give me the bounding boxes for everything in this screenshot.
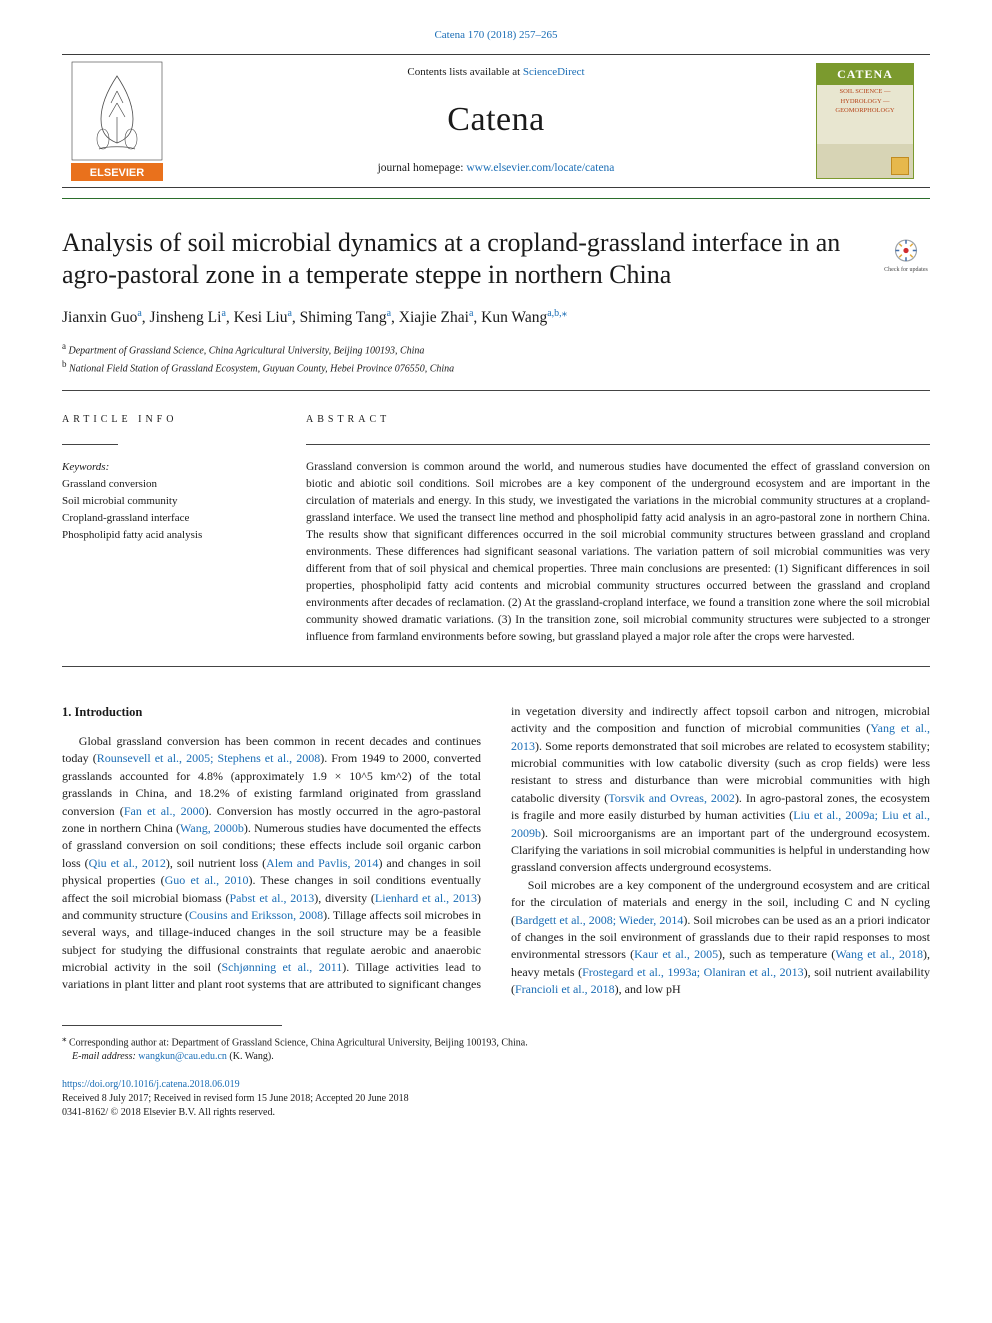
abstract-text: Grassland conversion is common around th… [306,459,930,646]
keyword: Cropland-grassland interface [62,510,272,527]
abstract-rule [306,444,930,445]
keyword: Grassland conversion [62,476,272,493]
received-dates: Received 8 July 2017; Received in revise… [62,1092,930,1106]
crossmark-icon [891,237,921,267]
author: Kesi Liua [234,309,292,326]
section-1-heading: 1. Introduction [62,703,481,721]
citation[interactable]: Rounsevell et al., 2005; Stephens et al.… [97,751,321,765]
correspondence-footnote: ⁎ Corresponding author at: Department of… [62,1032,930,1064]
info-rule [62,444,118,445]
journal-header: ELSEVIER Contents lists available at Sci… [62,54,930,188]
corresponding-email-link[interactable]: wangkun@cau.edu.cn [138,1051,227,1062]
svg-text:ELSEVIER: ELSEVIER [90,167,144,179]
article-title: Analysis of soil microbial dynamics at a… [62,227,866,292]
citation[interactable]: Wang et al., 2018 [835,947,923,961]
journal-cover-thumb: CATENA SOIL SCIENCE — HYDROLOGY — GEOMOR… [810,61,920,181]
abstract-heading: ABSTRACT [306,413,930,428]
doi-link[interactable]: https://doi.org/10.1016/j.catena.2018.06… [62,1079,240,1090]
contents-text: Contents lists available at [407,66,522,78]
citation[interactable]: Qiu et al., 2012 [89,856,166,870]
footnote-rule [62,1025,282,1026]
header-center: Contents lists available at ScienceDirec… [190,65,802,177]
citation[interactable]: Lienhard et al., 2013 [375,891,477,905]
citation[interactable]: Guo et al., 2010 [165,873,249,887]
keywords-block: Keywords: Grassland conversionSoil micro… [62,459,272,544]
contents-available-line: Contents lists available at ScienceDirec… [190,65,802,81]
author: Xiajie Zhaia [399,309,474,326]
sciencedirect-link[interactable]: ScienceDirect [523,66,585,78]
abstract-bottom-rule [62,666,930,667]
article-info-col: ARTICLE INFO Keywords: Grassland convers… [62,413,272,646]
citation-link[interactable]: Catena 170 (2018) 257–265 [434,29,557,41]
citation[interactable]: Francioli et al., 2018 [515,982,615,996]
cover-elsevier-icon [891,157,909,175]
citation[interactable]: Schjønning et al., 2011 [221,960,342,974]
info-abstract-grid: ARTICLE INFO Keywords: Grassland convers… [62,413,930,646]
author-bottom-rule [62,390,930,391]
header-bottom-rule [62,198,930,199]
citation[interactable]: Frostegard et al., 1993a; Olaniran et al… [582,965,804,979]
crossmark-badge[interactable]: Check for updates [882,231,930,279]
citation[interactable]: Torsvik and Ovreas, 2002 [608,791,735,805]
homepage-label: journal homepage: [378,162,467,174]
citation[interactable]: Alem and Pavlis, 2014 [266,856,378,870]
citation[interactable]: Bardgett et al., 2008; Wieder, 2014 [515,913,683,927]
article-info-heading: ARTICLE INFO [62,413,272,428]
citation[interactable]: Yang et al., 2013 [511,721,930,752]
keywords-label: Keywords: [62,459,272,476]
citation[interactable]: Cousins and Eriksson, 2008 [189,908,323,922]
doi-block: https://doi.org/10.1016/j.catena.2018.06… [62,1078,930,1120]
affiliation-b: b National Field Station of Grassland Ec… [62,358,930,376]
citation[interactable]: Liu et al., 2009a; Liu et al., 2009b [511,808,930,839]
intro-paragraph-2: Soil microbes are a key component of the… [511,877,930,999]
journal-name: Catena [190,95,802,144]
author: Shiming Tanga [300,309,391,326]
email-author-suffix: (K. Wang). [229,1051,273,1062]
citation[interactable]: Wang, 2000b [180,821,244,835]
email-label: E-mail address: [72,1051,136,1062]
citation[interactable]: Kaur et al., 2005 [634,947,718,961]
cover-title: CATENA [817,64,913,85]
citation[interactable]: Pabst et al., 2013 [230,891,315,905]
correspondence-text: Corresponding author at: Department of G… [69,1037,528,1048]
author: Kun Wanga,b,⁎ [481,309,567,326]
homepage-link[interactable]: www.elsevier.com/locate/catena [466,162,614,174]
issn-copyright: 0341-8162/ © 2018 Elsevier B.V. All righ… [62,1106,930,1120]
cover-subtitle: SOIL SCIENCE — HYDROLOGY — GEOMORPHOLOGY [817,85,913,117]
elsevier-logo: ELSEVIER [62,61,172,181]
article-body: 1. Introduction Global grassland convers… [62,703,930,999]
citation-line: Catena 170 (2018) 257–265 [62,28,930,44]
journal-homepage-line: journal homepage: www.elsevier.com/locat… [190,160,802,177]
citation[interactable]: Fan et al., 2000 [124,804,205,818]
affiliation-a: a Department of Grassland Science, China… [62,340,930,358]
affiliations: a Department of Grassland Science, China… [62,340,930,377]
keyword: Soil microbial community [62,493,272,510]
title-row: Analysis of soil microbial dynamics at a… [62,227,930,292]
crossmark-label: Check for updates [884,267,928,273]
abstract-col: ABSTRACT Grassland conversion is common … [306,413,930,646]
author: Jinsheng Lia [150,309,226,326]
author-list: Jianxin Guoa, Jinsheng Lia, Kesi Liua, S… [62,306,930,330]
author: Jianxin Guoa [62,309,142,326]
keyword: Phospholipid fatty acid analysis [62,527,272,544]
